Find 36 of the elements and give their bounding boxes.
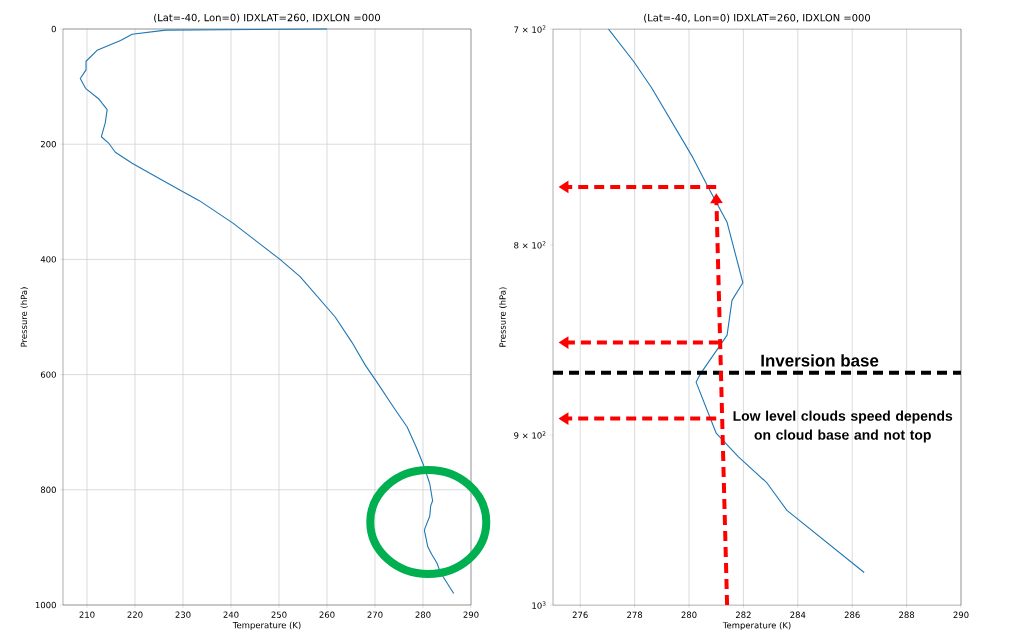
x-tick-label: 288 bbox=[899, 611, 915, 619]
x-axis-title: Temperature (K) bbox=[232, 621, 301, 630]
y-tick-label: 7 × 10$^{2}$ bbox=[514, 25, 546, 33]
y-tick-label: 8 × 10$^{2}$ bbox=[514, 241, 546, 249]
ref-line-label: Inversion base bbox=[761, 354, 879, 367]
y-tick-label: 9 × 10$^{2}$ bbox=[514, 431, 546, 439]
x-tick-label: 278 bbox=[627, 611, 643, 619]
x-tick-label: 220 bbox=[127, 611, 143, 618]
x-axis-title: Temperature (K) bbox=[722, 621, 791, 631]
x-tick-label: 290 bbox=[953, 611, 969, 619]
annotation: Low level clouds speed depends on cloud base and not top bbox=[733, 410, 953, 443]
y-tick-label: 1000 bbox=[35, 601, 56, 609]
y-tick-label: 10$^{3}$ bbox=[532, 601, 546, 609]
chart-title: (Lat=-40, Lon=0) IDXLAT=260, IDXLON =000 bbox=[154, 13, 381, 23]
x-tick-label: 240 bbox=[223, 611, 239, 618]
x-tick-label: 276 bbox=[572, 611, 588, 619]
x-tick-label: 286 bbox=[844, 611, 860, 619]
x-tick-label: 210 bbox=[79, 611, 95, 618]
y-tick-label: 200 bbox=[40, 141, 56, 148]
y-tick-label: 0 bbox=[51, 25, 56, 33]
x-tick-label: 230 bbox=[175, 611, 191, 618]
y-axis-title: Pressure (hPa) bbox=[499, 287, 507, 347]
x-tick-label: 284 bbox=[790, 611, 806, 619]
y-axis-title: Pressure (hPa) bbox=[20, 287, 29, 347]
x-tick-label: 250 bbox=[271, 611, 287, 618]
x-tick-label: 290 bbox=[463, 611, 479, 618]
y-tick-label: 800 bbox=[40, 486, 56, 494]
x-tick-label: 270 bbox=[367, 611, 383, 618]
x-tick-label: 260 bbox=[319, 611, 335, 618]
y-tick-label: 400 bbox=[40, 256, 56, 263]
x-tick-label: 280 bbox=[681, 611, 697, 619]
line-series bbox=[79, 28, 455, 595]
y-tick-label: 600 bbox=[40, 371, 56, 378]
x-tick-label: 280 bbox=[415, 611, 431, 618]
x-tick-label: 282 bbox=[735, 611, 751, 619]
chart-title: (Lat=-40, Lon=0) IDXLAT=260, IDXLON =000 bbox=[644, 13, 871, 23]
